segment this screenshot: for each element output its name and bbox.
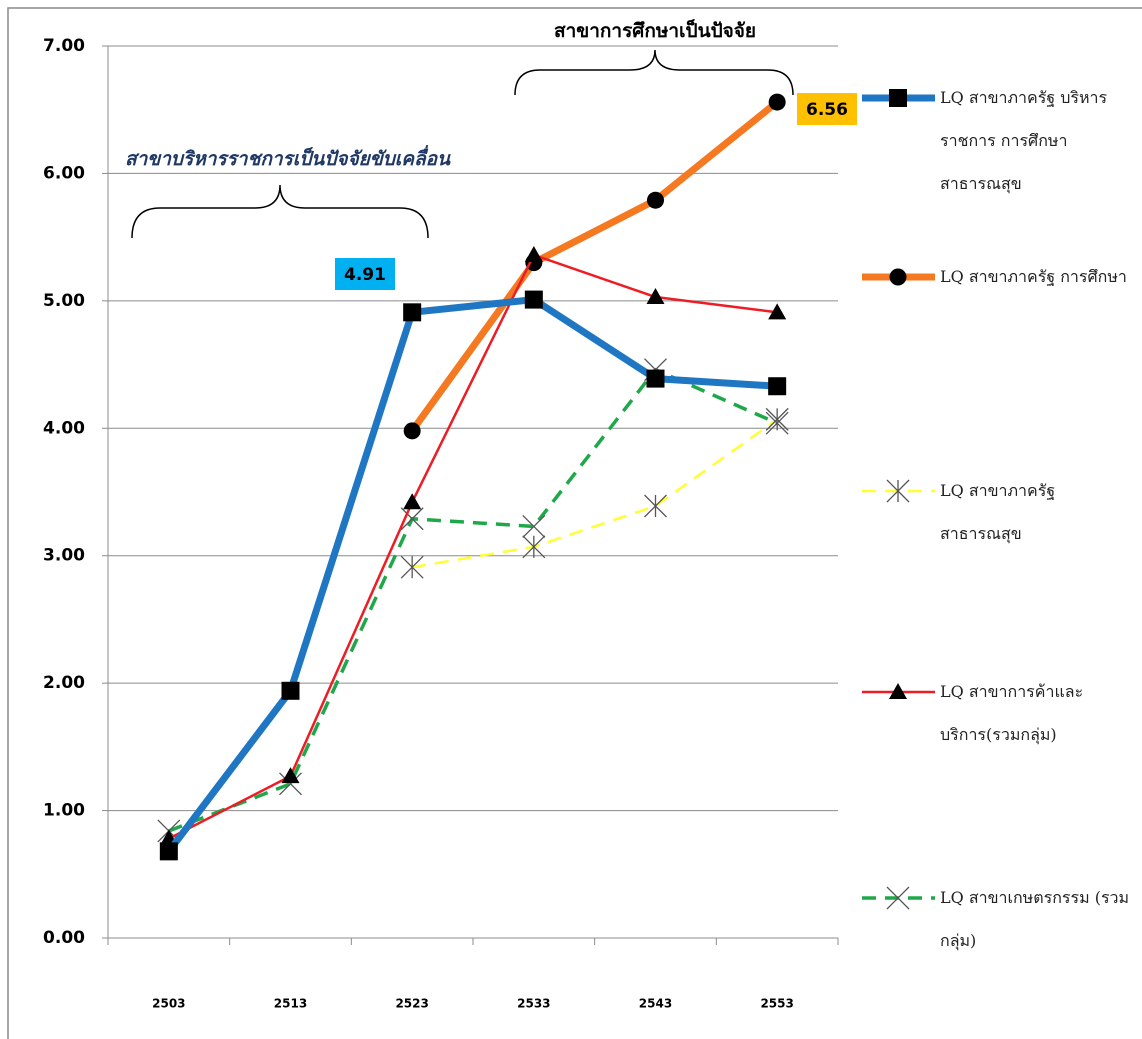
marker: [400, 507, 424, 531]
data-label-box: [335, 258, 395, 290]
marker: [647, 191, 664, 209]
marker: [159, 842, 178, 861]
marker: [403, 303, 422, 322]
marker: [886, 479, 910, 503]
marker-stroke: [765, 411, 789, 435]
data-label-box: [797, 93, 857, 125]
x-tick-label: 2513: [274, 997, 307, 1011]
y-tick-label: 0.00: [43, 928, 85, 948]
legend-label: LQ สาขาภาครัฐ สาธารณสุข: [940, 481, 1056, 543]
marker: [765, 411, 789, 435]
chart-frame: [7, 7, 1142, 1039]
marker: [886, 886, 910, 910]
series-line: [409, 99, 780, 433]
annotation: สาขาการศึกษาเป็นปัจจัย: [554, 18, 756, 42]
marker-stroke: [400, 507, 424, 531]
y-tick-label: 6.00: [43, 163, 85, 183]
annotation: สาขาบริหารราชการเป็นปัจจัยขับเคลื่อน: [125, 145, 451, 170]
series-line: [411, 418, 778, 569]
x-tick-label: 2503: [152, 997, 185, 1011]
brace: [131, 184, 429, 239]
marker: [281, 681, 300, 700]
y-tick-label: 5.00: [43, 291, 85, 311]
x-tick-label: 2523: [395, 997, 428, 1011]
brace: [514, 49, 794, 96]
marker-stroke: [886, 886, 910, 910]
marker-stroke: [522, 514, 546, 538]
series-line: [166, 296, 778, 854]
y-tick-label: 3.00: [43, 546, 85, 566]
marker: [522, 535, 546, 559]
x-tick-label: 2553: [760, 997, 793, 1011]
marker: [644, 494, 667, 518]
marker: [889, 268, 907, 286]
y-tick-label: 4.00: [43, 418, 85, 438]
marker-stroke: [279, 772, 302, 796]
marker: [400, 555, 424, 579]
y-tick-label: 1.00: [43, 801, 85, 821]
data-label: 6.56: [806, 100, 848, 120]
marker: [524, 245, 543, 262]
y-tick-label: 7.00: [43, 36, 85, 56]
marker: [403, 493, 422, 510]
marker: [889, 89, 907, 107]
series-line: [168, 367, 778, 833]
x-tick-label: 2533: [517, 997, 550, 1011]
data-label: 4.91: [344, 265, 386, 285]
marker: [768, 377, 787, 396]
marker: [403, 422, 421, 440]
marker: [889, 683, 907, 699]
series-line: [168, 253, 778, 840]
marker: [522, 514, 546, 538]
marker: [646, 288, 665, 305]
marker: [768, 303, 787, 320]
legend-label: LQ สาขาเกษตรกรรม (รวมกลุ่ม): [940, 888, 1130, 950]
marker: [765, 407, 789, 431]
marker: [524, 290, 543, 309]
marker: [281, 767, 300, 784]
marker: [768, 93, 786, 111]
marker: [646, 369, 665, 388]
legend-label: LQ สาขาภาครัฐ การศึกษา: [940, 267, 1127, 286]
legend-label: LQ สาขาภาครัฐ บริหารราชการ การศึกษา สาธา…: [940, 88, 1108, 193]
legend-label: LQ สาขาการค้าและบริการ(รวมกลุ่ม): [940, 682, 1084, 744]
y-tick-label: 2.00: [43, 673, 85, 693]
x-tick-label: 2543: [639, 997, 672, 1011]
marker: [279, 772, 302, 796]
